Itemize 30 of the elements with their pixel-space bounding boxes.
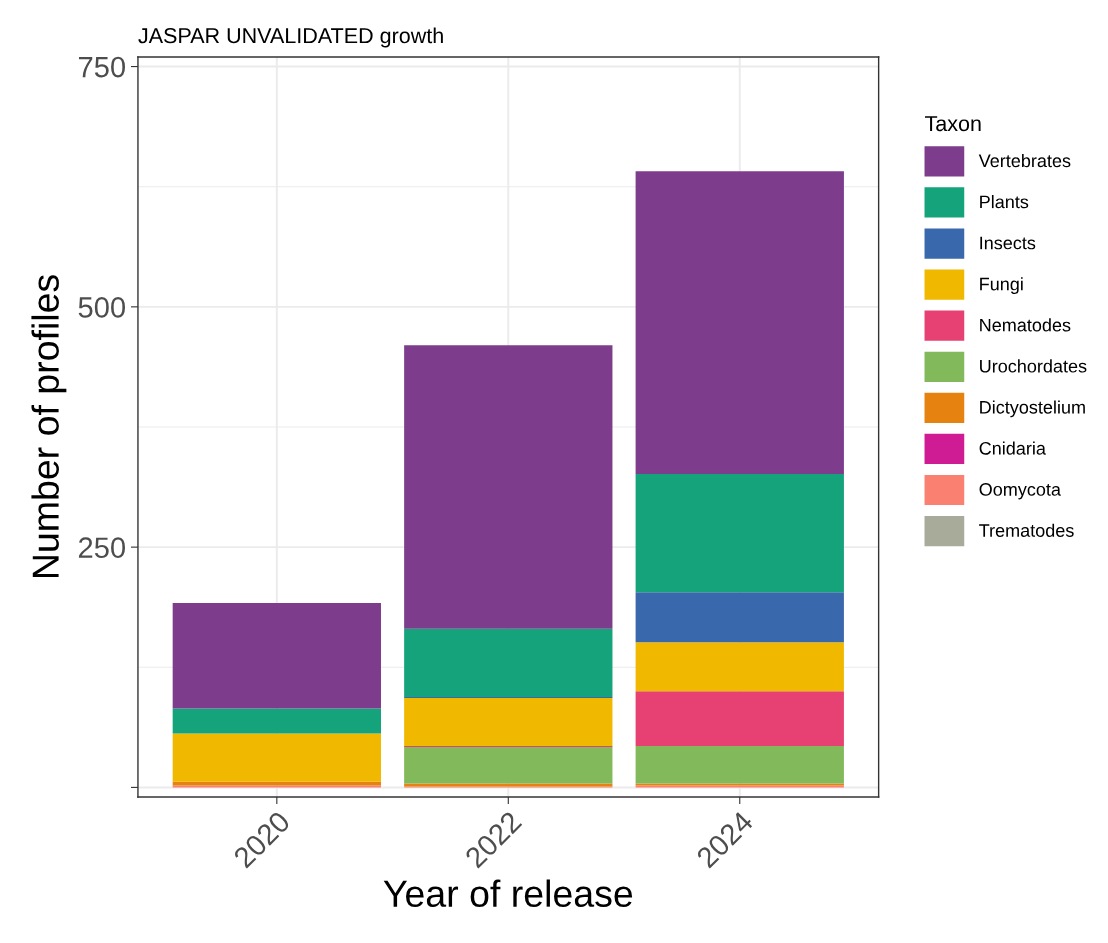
legend-label: Dictyostelium bbox=[980, 400, 1085, 418]
legend-label: Cnidaria bbox=[979, 441, 1046, 455]
legend-title: Taxon bbox=[925, 116, 981, 132]
bar bbox=[172, 733, 381, 782]
y-tick-label: 750 bbox=[78, 56, 125, 78]
bar bbox=[635, 746, 844, 784]
bar bbox=[635, 691, 844, 747]
legend-label: Fungi bbox=[980, 277, 1023, 295]
y-axis-title: Number of profiles bbox=[31, 275, 67, 578]
y-tick-label: 500 bbox=[78, 297, 125, 318]
bar bbox=[635, 642, 844, 692]
bar bbox=[635, 171, 844, 475]
bar bbox=[635, 592, 844, 643]
legend-label: Nematodes bbox=[980, 318, 1071, 332]
bar bbox=[172, 602, 381, 709]
chart-title: JASPAR UNVALIDATED growth bbox=[138, 27, 443, 48]
legend-label: Insects bbox=[980, 236, 1036, 250]
bar bbox=[404, 747, 613, 784]
legend-label: Oomycota bbox=[979, 483, 1061, 500]
bar bbox=[404, 698, 613, 747]
bar bbox=[635, 474, 844, 593]
legend-label: Trematodes bbox=[979, 523, 1074, 537]
legend-label: Vertebrates bbox=[978, 153, 1071, 168]
bar bbox=[172, 708, 381, 734]
bar bbox=[404, 628, 613, 698]
legend-label: Plants bbox=[980, 195, 1029, 209]
legend-label: Urochordates bbox=[980, 359, 1087, 373]
x-axis-title: Year of release bbox=[383, 879, 633, 908]
bar bbox=[404, 345, 613, 629]
y-tick-label: 250 bbox=[78, 537, 125, 558]
